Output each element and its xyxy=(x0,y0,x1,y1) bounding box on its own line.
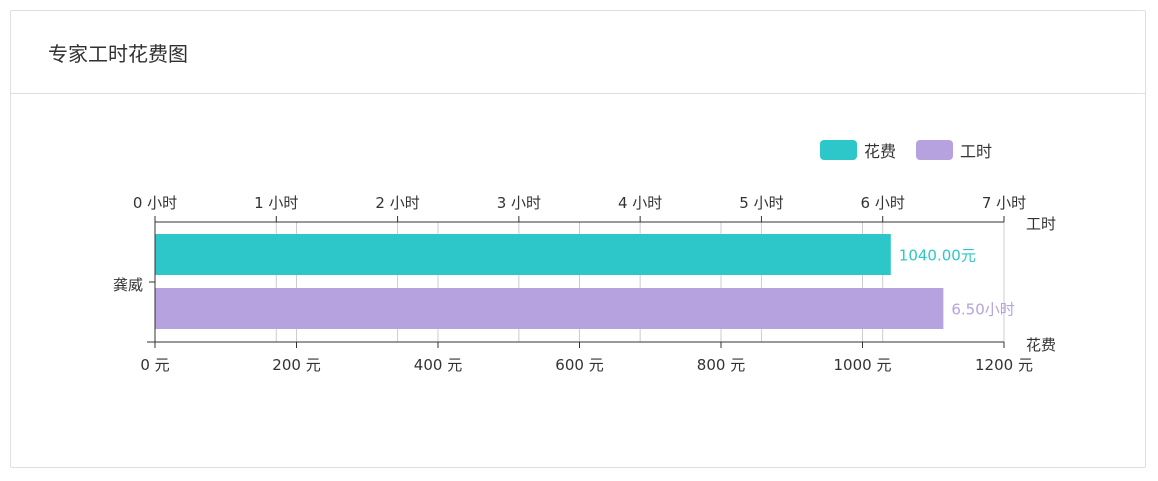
top-axis-tick-label: 6 小时 xyxy=(861,194,905,212)
bar-hours xyxy=(155,288,944,329)
top-axis-tick-label: 7 小时 xyxy=(982,194,1026,212)
bottom-axis-tick-label: 200 元 xyxy=(272,356,320,374)
bottom-axis-tick-label: 800 元 xyxy=(697,356,745,374)
bottom-axis-tick-label: 400 元 xyxy=(414,356,462,374)
top-axis-tick-label: 2 小时 xyxy=(375,194,419,212)
top-axis-tick-label: 0 小时 xyxy=(133,194,177,212)
category-label: 龚威 xyxy=(113,276,143,294)
legend-swatch-cost[interactable] xyxy=(820,140,857,160)
top-axis-tick-label: 3 小时 xyxy=(497,194,541,212)
bar-cost xyxy=(155,234,891,275)
bottom-axis-tick-label: 1200 元 xyxy=(975,356,1033,374)
top-axis-tick-label: 4 小时 xyxy=(618,194,662,212)
bottom-axis-tick-label: 1000 元 xyxy=(834,356,892,374)
bottom-axis-tick-label: 600 元 xyxy=(555,356,603,374)
legend-label-hours: 工时 xyxy=(960,142,992,161)
bottom-axis-name: 花费 xyxy=(1026,336,1056,354)
card-header: 专家工时花费图 xyxy=(11,11,1145,94)
top-axis-tick-label: 1 小时 xyxy=(254,194,298,212)
bottom-axis-tick-label: 0 元 xyxy=(140,356,169,374)
top-axis-tick-label: 5 小时 xyxy=(739,194,783,212)
top-axis-name: 工时 xyxy=(1026,215,1056,233)
bar-label-hours: 6.50小时 xyxy=(951,301,1014,319)
card-title: 专家工时花费图 xyxy=(48,41,188,66)
bar-label-cost: 1040.00元 xyxy=(899,247,976,265)
legend-label-cost: 花费 xyxy=(864,142,896,161)
legend-swatch-hours[interactable] xyxy=(916,140,953,160)
